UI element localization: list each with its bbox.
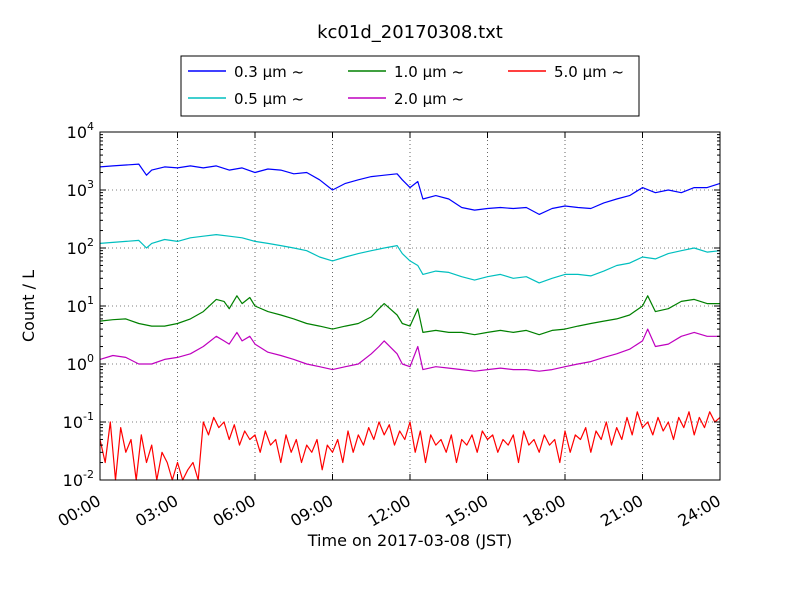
chart-title: kc01d_20170308.txt	[317, 22, 503, 43]
y-tick-label-base: 10	[67, 123, 87, 142]
y-tick-label-exponent: 1	[87, 294, 94, 307]
y-tick-label-base: 10	[67, 181, 87, 200]
y-axis-label: Count / L	[19, 270, 38, 342]
y-tick-label-exponent: 4	[87, 120, 94, 133]
grid-lines	[100, 132, 720, 480]
y-tick-label-base: 10	[67, 355, 87, 374]
legend-label-1: 0.5 μm ~	[234, 90, 304, 108]
y-tick-label: 101	[67, 294, 94, 316]
legend-label-4: 5.0 μm ~	[554, 63, 624, 81]
y-tick-label-base: 10	[63, 413, 83, 432]
y-tick-label: 102	[67, 236, 94, 258]
y-tick-label: 10-1	[63, 410, 94, 432]
y-tick-label-base: 10	[67, 239, 87, 258]
legend-label-2: 1.0 μm ~	[394, 63, 464, 81]
series-line-1	[99, 234, 721, 284]
plot-series	[99, 163, 721, 481]
series-line-4	[99, 411, 721, 481]
y-tick-label-exponent: 0	[87, 352, 94, 365]
legend-box	[180, 55, 640, 117]
y-tick-label-exponent: -2	[83, 468, 94, 481]
y-tick-label-exponent: -1	[83, 410, 94, 423]
legend-label-0: 0.3 μm ~	[234, 63, 304, 81]
y-tick-label-exponent: 2	[87, 236, 94, 249]
y-tick-label-exponent: 3	[87, 178, 94, 191]
y-tick-label: 103	[67, 178, 94, 200]
x-axis-label: Time on 2017-03-08 (JST)	[307, 531, 512, 550]
y-tick-label-base: 10	[67, 297, 87, 316]
series-line-3	[99, 328, 720, 372]
series-line-0	[99, 163, 721, 215]
y-tick-label: 104	[67, 120, 94, 142]
y-tick-label-base: 10	[63, 471, 83, 490]
legend-label-3: 2.0 μm ~	[394, 90, 464, 108]
y-tick-label: 100	[67, 352, 94, 374]
series-line-2	[99, 295, 720, 336]
legend: 0.3 μm ~ 0.5 μm ~ 1.0 μm ~ 2.0 μm ~ 5.0 μm ~	[180, 55, 640, 117]
y-tick-label: 10-2	[63, 468, 94, 490]
